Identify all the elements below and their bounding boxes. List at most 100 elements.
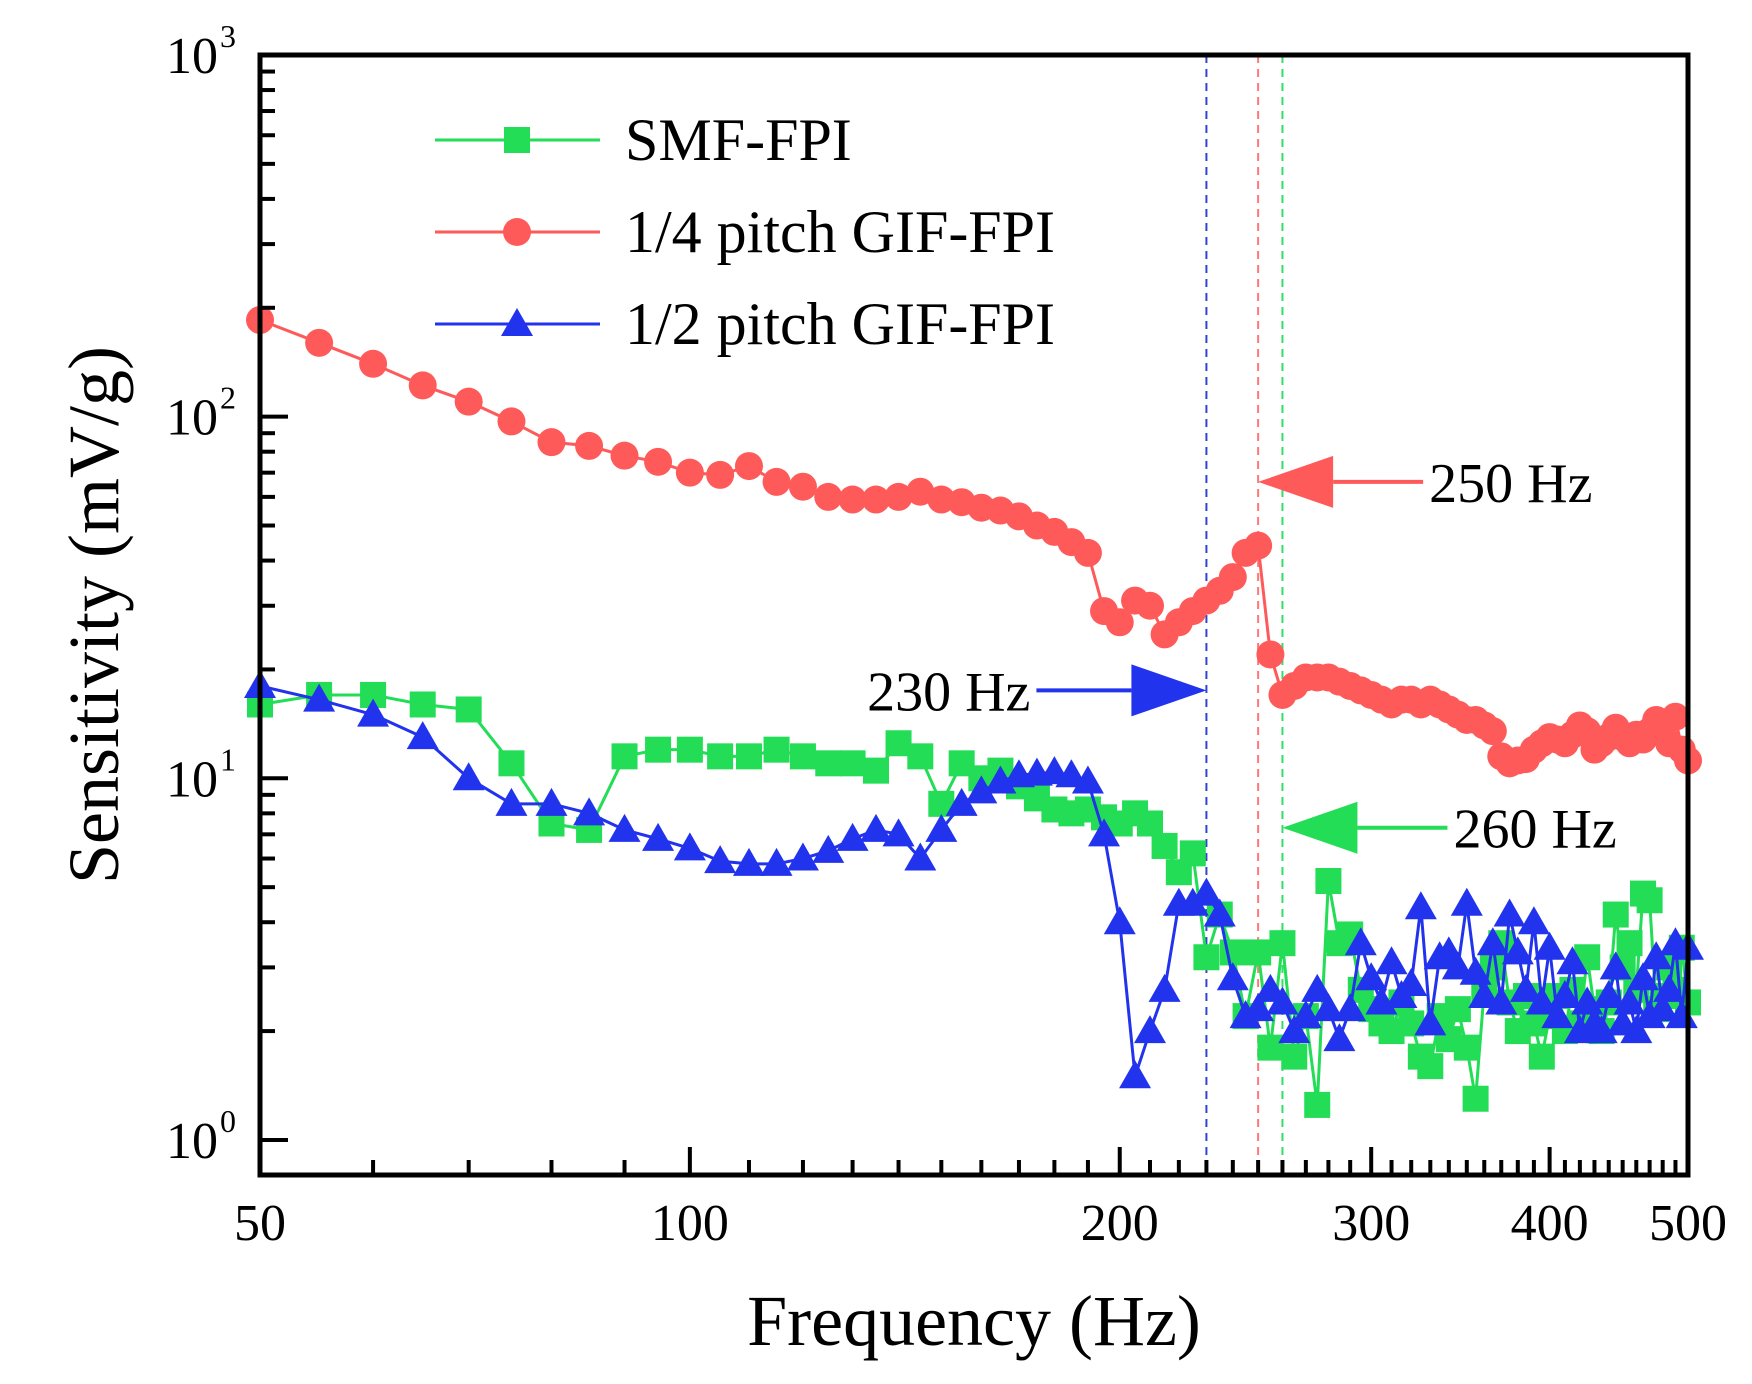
data-point <box>1404 891 1437 920</box>
data-point <box>608 813 641 842</box>
data-point <box>907 743 934 770</box>
legend-label-0: SMF-FPI <box>625 107 852 173</box>
data-point <box>925 813 958 842</box>
data-point <box>1640 941 1673 970</box>
data-point <box>1245 939 1272 966</box>
data-point <box>1134 1015 1166 1044</box>
data-point <box>885 730 912 757</box>
data-point <box>1414 1007 1447 1036</box>
data-point <box>642 822 675 851</box>
data-point <box>1301 973 1334 1002</box>
data-point <box>1620 1015 1653 1044</box>
annotation-label: 230 Hz <box>867 661 1030 723</box>
data-point <box>1088 818 1121 847</box>
data-point <box>610 441 639 470</box>
data-point <box>406 721 439 750</box>
legend-marker-1 <box>503 218 531 246</box>
annotations: 250 Hz 230 Hz 260 Hz <box>867 453 1617 861</box>
data-point <box>1636 887 1663 914</box>
series-1 <box>246 306 1702 778</box>
data-point <box>1563 1015 1596 1044</box>
data-point <box>1509 973 1542 1002</box>
data-point <box>1599 951 1632 980</box>
data-point <box>945 787 978 816</box>
data-point <box>535 787 568 816</box>
data-point <box>1485 986 1518 1015</box>
data-point <box>575 431 604 460</box>
x-axis-title: Frequency (Hz) <box>747 1281 1201 1361</box>
annotation-arrow-head <box>1131 664 1207 717</box>
data-point <box>1444 996 1471 1023</box>
data-point <box>498 750 525 777</box>
series-2 <box>244 669 1704 1089</box>
data-point <box>676 736 703 763</box>
y-axis-title: Sensitivity (mV/g) <box>54 346 134 884</box>
data-point <box>906 477 935 506</box>
legend-label-1: 1/4 pitch GIF-FPI <box>625 199 1055 265</box>
data-point <box>1395 967 1428 996</box>
y-tick-exponent-1000: 3 <box>220 18 236 54</box>
data-point <box>1417 1053 1444 1080</box>
data-point <box>1517 906 1550 935</box>
data-point <box>706 460 735 489</box>
y-tick-label-10: 10 <box>166 751 218 808</box>
data-point <box>1556 946 1589 975</box>
data-point <box>1541 1000 1574 1029</box>
data-point <box>788 472 817 501</box>
data-point <box>1315 868 1342 895</box>
annotation-2: 260 Hz <box>1282 799 1617 861</box>
legend-marker-0 <box>504 127 530 153</box>
legend: SMF-FPI 1/4 pitch GIF-FPI 1/2 pitch GIF-FP… <box>435 107 1055 357</box>
data-point <box>707 743 734 770</box>
annotation-1: 230 Hz <box>867 661 1207 723</box>
x-tick-label-50: 50 <box>234 1195 286 1252</box>
annotation-arrow-head <box>1282 801 1358 854</box>
data-point <box>303 683 336 712</box>
annotation-label: 260 Hz <box>1453 799 1616 861</box>
data-point <box>704 845 737 874</box>
data-point <box>409 691 436 718</box>
data-point <box>1119 1060 1152 1089</box>
data-point <box>904 842 937 871</box>
data-point <box>1602 901 1629 928</box>
series-group <box>244 306 1704 1118</box>
data-point <box>786 842 819 871</box>
data-point <box>839 750 866 777</box>
annotation-label: 250 Hz <box>1429 453 1592 515</box>
data-point <box>884 482 913 511</box>
data-point <box>1148 973 1181 1002</box>
data-point <box>1468 980 1501 1009</box>
data-point <box>838 485 867 514</box>
data-point <box>965 775 998 804</box>
data-point <box>1257 1034 1284 1061</box>
data-point <box>1244 531 1273 560</box>
data-point <box>1137 810 1163 837</box>
data-point <box>1218 563 1247 592</box>
data-point <box>1548 980 1581 1009</box>
data-point <box>1462 1085 1489 1112</box>
x-tick-label-200: 200 <box>1081 1195 1159 1252</box>
data-point <box>763 736 790 763</box>
series-0 <box>247 681 1701 1118</box>
data-point <box>1344 927 1377 956</box>
data-point <box>1266 986 1299 1015</box>
data-point <box>1592 980 1625 1009</box>
data-point <box>1453 1034 1480 1061</box>
x-tick-label-300: 300 <box>1332 1195 1410 1252</box>
data-point <box>1375 946 1408 975</box>
plot-frame <box>257 52 1691 1178</box>
data-point <box>495 787 528 816</box>
data-point <box>1585 1015 1618 1044</box>
data-point <box>455 696 482 723</box>
data-point <box>1459 956 1492 985</box>
data-point <box>1071 765 1104 794</box>
data-point <box>1626 962 1659 991</box>
data-point <box>859 813 892 842</box>
data-point <box>1179 840 1206 867</box>
x-tick-label-500: 500 <box>1649 1195 1727 1252</box>
data-point <box>1528 1043 1555 1070</box>
data-point <box>357 698 390 727</box>
data-point <box>734 452 763 481</box>
data-point <box>497 407 526 436</box>
